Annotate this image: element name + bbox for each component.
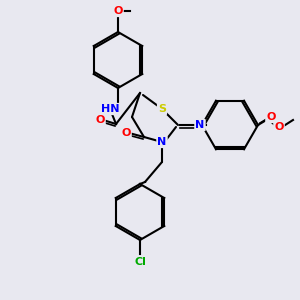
- Text: Cl: Cl: [134, 257, 146, 267]
- Text: O: O: [274, 122, 284, 132]
- Text: S: S: [158, 104, 166, 114]
- Text: N: N: [158, 137, 166, 147]
- Text: O: O: [266, 112, 276, 122]
- Text: O: O: [121, 128, 131, 138]
- Text: N: N: [195, 120, 205, 130]
- Text: O: O: [95, 115, 105, 125]
- Text: HN: HN: [101, 104, 119, 114]
- Text: O: O: [113, 6, 123, 16]
